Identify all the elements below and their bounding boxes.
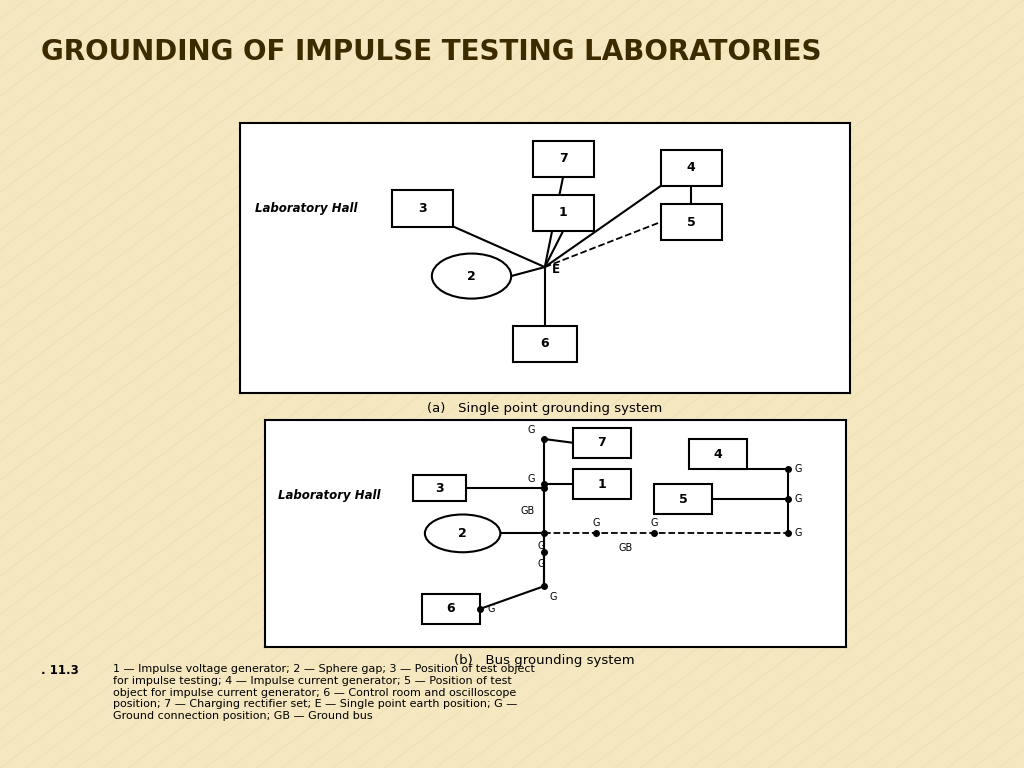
Text: 2: 2 [459, 527, 467, 540]
Text: G: G [538, 559, 545, 569]
Text: 6: 6 [541, 337, 549, 350]
Bar [573, 469, 631, 499]
Bar [660, 150, 722, 186]
Text: 7: 7 [598, 436, 606, 449]
Text: 7: 7 [559, 152, 567, 165]
Text: 3: 3 [435, 482, 443, 495]
Text: 1: 1 [598, 478, 606, 491]
Text: 2: 2 [467, 270, 476, 283]
Bar [414, 475, 466, 501]
Text: 4: 4 [714, 448, 723, 461]
Bar [422, 594, 480, 624]
Text: (b)   Bus grounding system: (b) Bus grounding system [455, 654, 635, 667]
Text: G: G [527, 425, 536, 435]
Bar [532, 195, 594, 231]
Text: 5: 5 [679, 493, 688, 506]
Ellipse shape [432, 253, 511, 299]
Text: 1: 1 [559, 207, 567, 220]
Text: G: G [593, 518, 600, 528]
Text: G: G [795, 528, 802, 538]
Text: (a)   Single point grounding system: (a) Single point grounding system [427, 402, 663, 415]
Bar [654, 485, 713, 515]
Bar [689, 439, 748, 469]
Text: 5: 5 [687, 216, 695, 229]
Text: E: E [552, 263, 560, 276]
Text: G: G [538, 541, 545, 551]
Bar [660, 204, 722, 240]
Text: G: G [550, 592, 557, 602]
Text: 3: 3 [419, 202, 427, 215]
Text: G: G [650, 518, 658, 528]
Text: Laboratory Hall: Laboratory Hall [256, 202, 358, 215]
Bar [513, 326, 577, 362]
Text: GB: GB [521, 505, 536, 516]
Text: . 11.3: . 11.3 [41, 664, 79, 677]
Text: GROUNDING OF IMPULSE TESTING LABORATORIES: GROUNDING OF IMPULSE TESTING LABORATORIE… [41, 38, 821, 66]
Text: Laboratory Hall: Laboratory Hall [278, 489, 380, 502]
Bar [532, 141, 594, 177]
Ellipse shape [425, 515, 501, 552]
Text: G: G [795, 464, 802, 474]
Text: 4: 4 [687, 161, 695, 174]
Text: 6: 6 [446, 602, 456, 615]
Bar [392, 190, 454, 227]
Text: G: G [487, 604, 495, 614]
Text: G: G [527, 475, 536, 485]
Bar [573, 428, 631, 458]
Text: 1 — Impulse voltage generator; 2 — Sphere gap; 3 — Position of test object
for i: 1 — Impulse voltage generator; 2 — Spher… [113, 664, 535, 720]
Text: G: G [795, 495, 802, 505]
Text: GB: GB [618, 543, 632, 553]
